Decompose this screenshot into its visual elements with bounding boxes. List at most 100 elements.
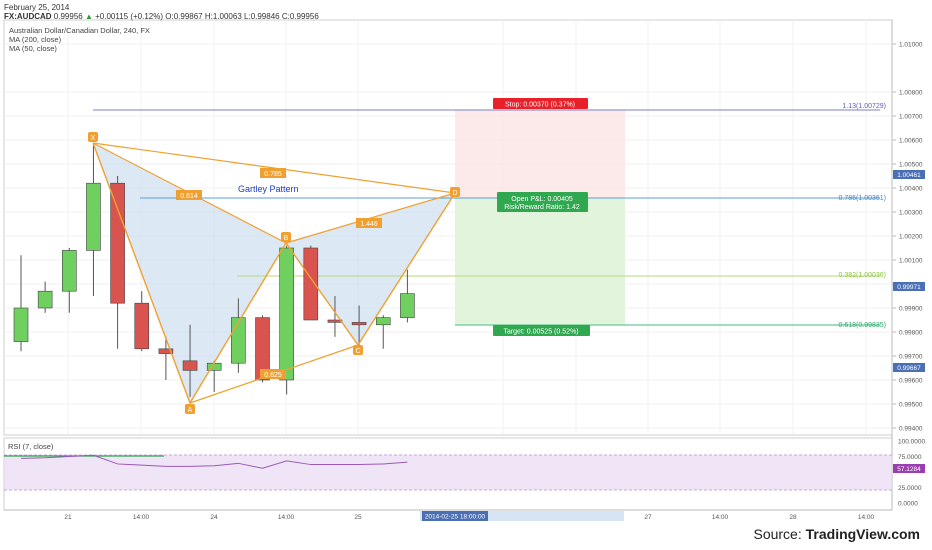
price-tick-label: 0.99800 — [899, 330, 923, 337]
chart-date: February 25, 2014 — [4, 3, 70, 12]
svg-text:A: A — [188, 407, 193, 414]
candle[interactable] — [255, 315, 270, 383]
candle[interactable] — [37, 281, 53, 313]
point-x[interactable]: X — [88, 132, 98, 142]
price-tick-label: 1.00600 — [899, 138, 923, 145]
symbol: FX:AUDCAD — [4, 12, 52, 21]
svg-text:0.614: 0.614 — [180, 193, 198, 200]
fib-label-382: 0.382(1.00036) — [839, 272, 886, 279]
price-tick-label: 1.00300 — [899, 210, 923, 217]
ratio-label-625: 0.625 — [260, 369, 286, 379]
svg-text:1.446: 1.446 — [360, 221, 378, 228]
price-tick-label: 0.99400 — [899, 426, 923, 433]
pattern-triangle-xab — [93, 143, 286, 403]
high-value: 1.00063 — [212, 12, 242, 21]
svg-text:1.00461: 1.00461 — [897, 172, 921, 179]
candle-body — [351, 322, 367, 326]
rsi-tick-label: 75.0000 — [898, 454, 922, 461]
ratio-label-1446: 1.446 — [356, 218, 382, 228]
candle[interactable] — [400, 269, 415, 323]
candle[interactable] — [13, 255, 29, 352]
svg-text:Stop: 0.00370 (0.37%): Stop: 0.00370 (0.37%) — [505, 102, 575, 109]
candle-body — [303, 247, 319, 321]
point-b[interactable]: B — [281, 232, 291, 242]
price-tick-label: 0.99900 — [899, 306, 923, 313]
price-tag-upper: 1.00461 — [893, 170, 925, 179]
pnl-label[interactable]: Open P&L: 0.00405 Risk/Reward Ratio: 1.4… — [497, 192, 588, 212]
ratio-label-785: 0.785 — [260, 168, 286, 178]
rsi-line — [20, 454, 408, 469]
svg-text:X: X — [91, 135, 96, 142]
candle-body — [86, 182, 101, 251]
candle-body — [61, 250, 77, 292]
candle-body — [255, 317, 270, 381]
time-range-highlight — [420, 511, 624, 521]
price-tag-current: 0.99971 — [893, 282, 925, 291]
time-cursor-label: 2014-02-25 18:00:00 — [422, 511, 488, 521]
pattern-name: Gartley Pattern — [238, 184, 299, 194]
price-change: +0.00115 (+0.12%) — [95, 12, 164, 21]
candle[interactable] — [86, 144, 101, 296]
price-tick-label: 1.00400 — [899, 186, 923, 193]
source-credit: Source: TradingView.com — [753, 526, 920, 542]
legend-ma200[interactable]: MA (200, close) — [9, 35, 62, 44]
point-d[interactable]: D — [450, 187, 460, 197]
candle-body — [182, 360, 198, 371]
fib-label-618: 0.618(0.99835) — [839, 322, 886, 329]
svg-text:Open P&L: 0.00405: Open P&L: 0.00405 — [511, 196, 573, 203]
time-tick-label: 25 — [354, 514, 362, 521]
candle[interactable] — [303, 245, 319, 321]
svg-text:D: D — [452, 190, 457, 197]
fib-label-113: 1.13(1.00729) — [842, 103, 886, 110]
price-tick-label: 1.00200 — [899, 234, 923, 241]
candle-body — [110, 182, 125, 304]
time-tick-label: 28 — [789, 514, 797, 521]
fib-label-786: 0.786(1.00361) — [839, 195, 886, 202]
price-tag-lower: 0.99667 — [893, 363, 925, 372]
price-tick-label: 0.99500 — [899, 402, 923, 409]
price-tick-label: 1.01000 — [899, 42, 923, 49]
candle[interactable] — [61, 248, 77, 313]
candle[interactable] — [158, 336, 174, 380]
point-c[interactable]: C — [353, 345, 363, 355]
last-price: 0.99956 — [53, 12, 83, 21]
rsi-tick-label: 0.0000 — [898, 501, 918, 508]
candle[interactable] — [134, 291, 150, 352]
open-value: 0.99867 — [173, 12, 203, 21]
candle-body — [158, 348, 174, 354]
price-tick-label: 1.00700 — [899, 114, 923, 121]
price-tick-label: 1.00100 — [899, 258, 923, 265]
target-label[interactable]: Target: 0.00525 (0.52%) — [493, 325, 590, 336]
rsi-label: RSI (7, close) — [8, 442, 54, 451]
time-tick-label: 14:00 — [858, 514, 875, 521]
point-a[interactable]: A — [185, 404, 195, 414]
source-brand: TradingView.com — [805, 526, 920, 542]
candle-body — [279, 247, 294, 381]
candle[interactable] — [351, 305, 367, 347]
stop-label[interactable]: Stop: 0.00370 (0.37%) — [493, 98, 588, 109]
candle[interactable] — [375, 315, 391, 349]
rsi-band — [4, 455, 892, 490]
price-tick-label: 0.99700 — [899, 354, 923, 361]
candle[interactable] — [110, 176, 125, 349]
legend-title[interactable]: Australian Dollar/Canadian Dollar, 240, … — [9, 26, 150, 35]
svg-text:0.785: 0.785 — [264, 171, 282, 178]
svg-text:Target: 0.00525 (0.52%): Target: 0.00525 (0.52%) — [503, 329, 578, 336]
candle-body — [400, 293, 415, 318]
candle[interactable] — [182, 324, 198, 397]
svg-text:2014-02-25 18:00:00: 2014-02-25 18:00:00 — [425, 514, 486, 521]
candle-body — [375, 317, 391, 326]
rsi-axis: 100.0000 75.0000 25.0000 0.0000 — [898, 439, 925, 508]
time-tick-label: 14:00 — [133, 514, 150, 521]
candle-body — [231, 317, 246, 364]
legend-ma50[interactable]: MA (50, close) — [9, 44, 57, 53]
svg-text:0.625: 0.625 — [264, 372, 282, 379]
rsi-tick-label: 25.0000 — [898, 485, 922, 492]
svg-text:Risk/Reward Ratio: 1.42: Risk/Reward Ratio: 1.42 — [504, 204, 580, 211]
price-axis[interactable]: 1.01000 1.00800 1.00700 1.00600 1.00500 1.004… — [892, 42, 923, 433]
rsi-tick-label: 100.0000 — [898, 439, 925, 446]
svg-text:B: B — [284, 235, 289, 242]
low-value: 0.99846 — [250, 12, 280, 21]
ohlc-header: FX:AUDCAD 0.99956 ▲ +0.00115 (+0.12%) O:… — [4, 12, 319, 21]
